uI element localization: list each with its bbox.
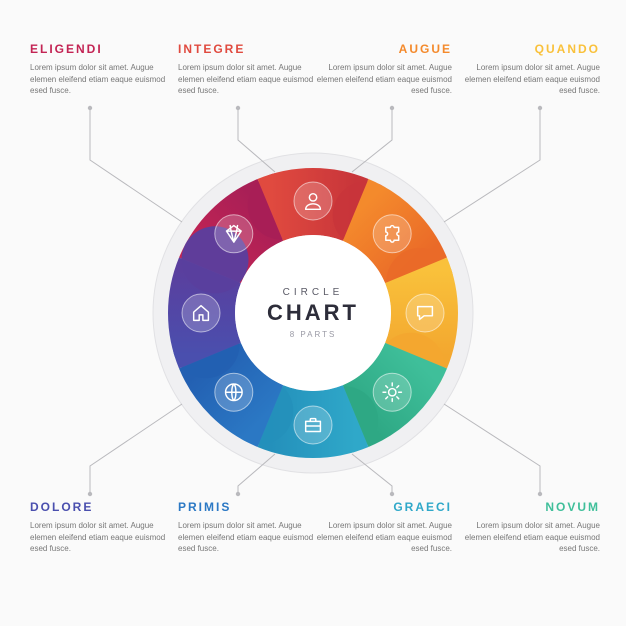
card-body-eligendi: Lorem ipsum dolor sit amet. Augue elemen… bbox=[30, 62, 170, 97]
center-label: CIRCLE CHART 8 PARTS bbox=[267, 287, 359, 339]
card-title-quando: QUANDO bbox=[460, 42, 600, 56]
connector-quando bbox=[444, 108, 540, 222]
card-dolore: DOLORE Lorem ipsum dolor sit amet. Augue … bbox=[30, 500, 170, 555]
card-body-primis: Lorem ipsum dolor sit amet. Augue elemen… bbox=[178, 520, 318, 555]
chat-icon-holder bbox=[406, 294, 444, 332]
puzzle-icon-holder bbox=[373, 215, 411, 253]
card-title-dolore: DOLORE bbox=[30, 500, 170, 514]
card-body-novum: Lorem ipsum dolor sit amet. Augue elemen… bbox=[460, 520, 600, 555]
center-main: CHART bbox=[267, 300, 359, 326]
card-title-graeci: GRAECI bbox=[312, 500, 452, 514]
card-title-augue: AUGUE bbox=[312, 42, 452, 56]
briefcase-icon-holder bbox=[294, 406, 332, 444]
connector-dolore bbox=[90, 404, 182, 494]
connector-eligendi bbox=[90, 108, 182, 222]
center-pre: CIRCLE bbox=[267, 287, 359, 298]
card-novum: NOVUM Lorem ipsum dolor sit amet. Augue e… bbox=[460, 500, 600, 555]
card-integre: INTEGRE Lorem ipsum dolor sit amet. Augue… bbox=[178, 42, 318, 97]
center-sub: 8 PARTS bbox=[267, 330, 359, 339]
card-title-novum: NOVUM bbox=[460, 500, 600, 514]
card-body-augue: Lorem ipsum dolor sit amet. Augue elemen… bbox=[312, 62, 452, 97]
card-body-graeci: Lorem ipsum dolor sit amet. Augue elemen… bbox=[312, 520, 452, 555]
card-body-dolore: Lorem ipsum dolor sit amet. Augue elemen… bbox=[30, 520, 170, 555]
card-quando: QUANDO Lorem ipsum dolor sit amet. Augue … bbox=[460, 42, 600, 97]
card-graeci: GRAECI Lorem ipsum dolor sit amet. Augue … bbox=[312, 500, 452, 555]
gear-icon-holder bbox=[373, 373, 411, 411]
connector-novum bbox=[444, 404, 540, 494]
card-title-eligendi: ELIGENDI bbox=[30, 42, 170, 56]
card-body-integre: Lorem ipsum dolor sit amet. Augue elemen… bbox=[178, 62, 318, 97]
home-icon-holder bbox=[182, 294, 220, 332]
card-augue: AUGUE Lorem ipsum dolor sit amet. Augue e… bbox=[312, 42, 452, 97]
diamond-icon-holder bbox=[215, 215, 253, 253]
card-title-primis: PRIMIS bbox=[178, 500, 318, 514]
card-title-integre: INTEGRE bbox=[178, 42, 318, 56]
card-eligendi: ELIGENDI Lorem ipsum dolor sit amet. Augu… bbox=[30, 42, 170, 97]
card-primis: PRIMIS Lorem ipsum dolor sit amet. Augue … bbox=[178, 500, 318, 555]
card-body-quando: Lorem ipsum dolor sit amet. Augue elemen… bbox=[460, 62, 600, 97]
